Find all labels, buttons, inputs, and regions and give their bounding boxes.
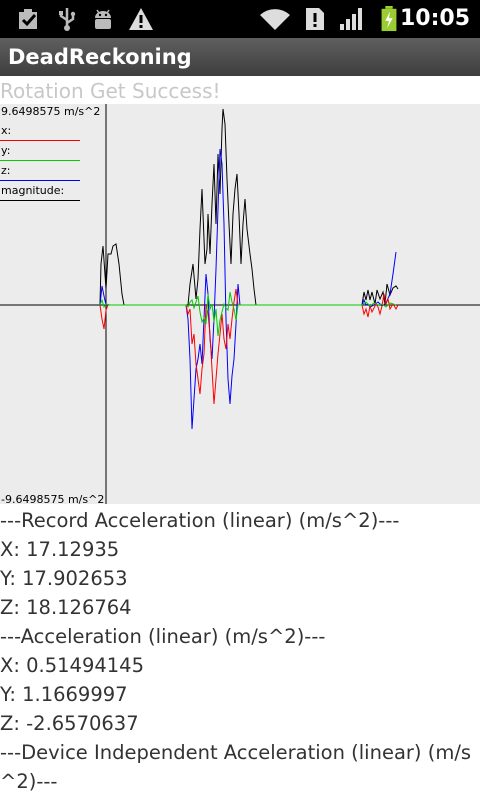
- clock: 10:05: [399, 6, 470, 31]
- record-y-value: Y: 17.902653: [0, 567, 128, 590]
- usb-icon: [59, 8, 76, 31]
- record-acceleration-header: ---Record Acceleration (linear) (m/s^2)-…: [0, 509, 400, 532]
- signal-icon: [340, 8, 362, 30]
- legend-y-line: [0, 160, 80, 161]
- record-x-value: X: 17.12935: [0, 538, 120, 561]
- legend-magnitude-line: [0, 200, 80, 201]
- sensor-readouts: ---Record Acceleration (linear) (m/s^2)-…: [0, 506, 480, 796]
- acceleration-header: ---Acceleration (linear) (m/s^2)---: [0, 625, 326, 648]
- device-independent-acceleration-header: ---Device Independent Acceleration (line…: [0, 741, 472, 793]
- app-title-bar: DeadReckoning: [0, 38, 480, 76]
- status-message: Rotation Get Success!: [0, 79, 221, 103]
- acceleration-graph: 9.6498575 m/s^2 -9.6498575 m/s^2 x: y: z…: [0, 104, 480, 506]
- app-title: DeadReckoning: [8, 45, 192, 69]
- battery-charging-icon: [381, 6, 397, 32]
- checkbox-notification-icon: [19, 9, 37, 29]
- android-debug-icon: [95, 9, 111, 29]
- legend-y-label: y:: [1, 144, 11, 157]
- magnitude-trace: [99, 108, 399, 306]
- legend-x-line: [0, 140, 80, 141]
- acceleration-y-value: Y: 1.1669997: [0, 683, 128, 706]
- record-z-value: Z: 18.126764: [0, 596, 132, 619]
- y-min-label: -9.6498575 m/s^2: [1, 493, 105, 506]
- legend-z-line: [0, 180, 80, 181]
- wifi-icon: [260, 9, 290, 30]
- status-bar: 10:05: [0, 0, 480, 38]
- z-trace: [99, 148, 397, 430]
- acceleration-x-value: X: 0.51494145: [0, 654, 144, 677]
- graph-canvas: [0, 104, 480, 504]
- legend-z-label: z:: [1, 164, 11, 177]
- legend-magnitude-label: magnitude:: [1, 184, 65, 197]
- y-max-label: 9.6498575 m/s^2: [1, 105, 101, 118]
- legend-x-label: x:: [1, 124, 12, 137]
- y-trace: [99, 291, 397, 337]
- acceleration-z-value: Z: -2.6570637: [0, 712, 139, 735]
- x-trace: [99, 288, 399, 405]
- warning-icon: [129, 8, 153, 30]
- sim-alert-icon: [306, 8, 324, 30]
